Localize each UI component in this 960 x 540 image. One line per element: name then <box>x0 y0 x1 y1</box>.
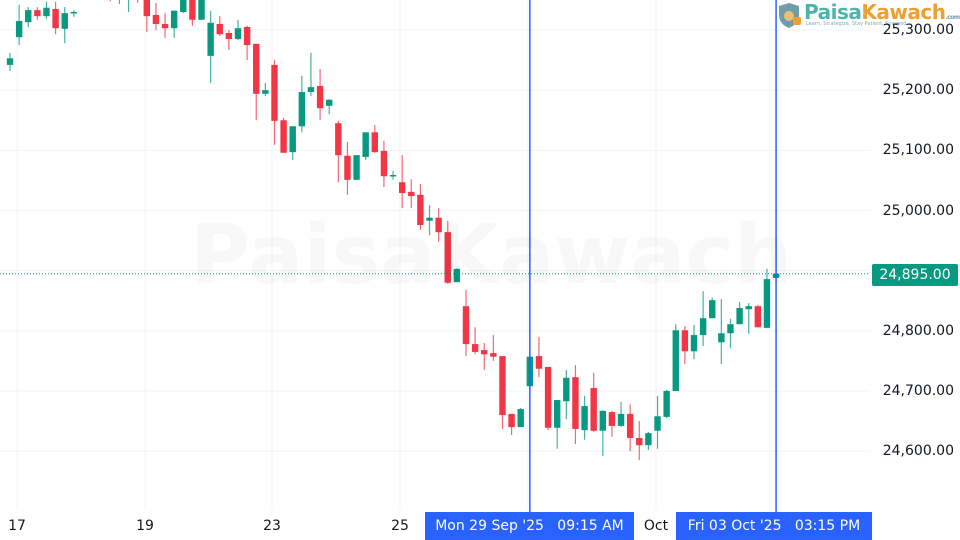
price-tick: 25,100.00 <box>882 142 954 159</box>
brand-logo: PaisaKawach.com Learn, Strategize, Stay … <box>778 0 960 30</box>
candle-up <box>672 330 679 392</box>
candle-down <box>681 330 689 352</box>
brand-name: PaisaKawach.com <box>804 0 960 24</box>
candle-down <box>371 132 378 153</box>
time-tick-23: 23 <box>263 518 281 534</box>
candle-up <box>736 307 743 325</box>
candle-down <box>34 10 41 17</box>
candle-up <box>663 391 670 417</box>
time-tick-oct: Oct <box>643 518 669 534</box>
candle-down <box>152 14 160 24</box>
time-tick-17: 17 <box>8 518 26 534</box>
candle-down <box>344 155 351 180</box>
shield-lock-icon <box>779 3 801 28</box>
candle-up <box>389 175 397 177</box>
candle-down <box>499 356 506 416</box>
candle-down <box>471 344 479 352</box>
candle-up <box>718 333 725 343</box>
candle-down <box>52 8 59 29</box>
price-tick: 25,200.00 <box>882 82 954 99</box>
candle-up <box>654 416 661 431</box>
candle-down <box>398 182 406 194</box>
candle-down <box>216 23 223 35</box>
crosshair-time-label-2: Fri 03 Oct '25 03:15 PM <box>676 512 872 540</box>
candle-up <box>426 217 433 221</box>
time-tick-25: 25 <box>391 518 409 534</box>
candle-up <box>581 406 588 431</box>
candle-up <box>699 318 707 336</box>
candle-down <box>626 413 634 438</box>
candle-up <box>745 306 752 310</box>
watermark: PaisaKawach <box>190 208 792 303</box>
candle-up <box>6 58 14 65</box>
candle-up <box>198 0 205 20</box>
candle-up <box>307 87 315 92</box>
price-tick: 24,800.00 <box>882 322 954 339</box>
candle-up <box>180 0 187 12</box>
candle-up <box>170 10 178 29</box>
candle-up <box>43 7 50 17</box>
candle-up <box>353 155 360 180</box>
candle-up <box>763 279 771 328</box>
candle-down <box>408 191 415 197</box>
crosshair-time-label-1: Mon 29 Sep '25 09:15 AM <box>425 512 634 540</box>
candle-down <box>535 356 543 369</box>
candle-up <box>61 13 68 29</box>
candle-down <box>508 413 515 428</box>
candle-up <box>207 22 214 56</box>
candle-down <box>572 377 579 429</box>
candle-up <box>298 91 306 127</box>
candle-up <box>554 400 561 428</box>
price-tick: 24,700.00 <box>882 383 954 400</box>
candle-down <box>335 123 342 156</box>
candle-up <box>517 409 524 428</box>
candle-down <box>636 437 643 446</box>
candle-down <box>608 412 616 426</box>
candle-up <box>645 433 652 446</box>
candle-down <box>481 350 488 355</box>
current-price-label: 24,895.00 <box>872 264 958 286</box>
candle-up <box>15 20 23 38</box>
candle-down <box>189 0 196 20</box>
candle-up <box>599 410 606 431</box>
candle-down <box>280 120 287 153</box>
candle-down <box>243 26 251 46</box>
candle-down <box>490 353 497 357</box>
candle-up <box>289 126 296 153</box>
candle-down <box>161 23 169 29</box>
candle-down <box>590 388 597 431</box>
candle-up <box>563 377 570 402</box>
price-tick: 25,300.00 <box>882 22 954 38</box>
candle-up <box>453 268 461 283</box>
price-tick: 25,000.00 <box>882 202 954 219</box>
candle-down <box>754 306 762 328</box>
candle-down <box>271 64 278 121</box>
candle-down <box>380 150 388 177</box>
candle-down <box>253 43 260 94</box>
candle-up <box>234 28 242 40</box>
candle-up <box>690 335 698 352</box>
candle-down <box>225 33 233 40</box>
candle-down <box>462 306 470 345</box>
candle-up <box>25 10 32 23</box>
candle-up <box>709 300 716 319</box>
brand-tagline: Learn, Strategize, Stay Patient, Succeed <box>806 21 907 27</box>
candle-down <box>544 366 552 428</box>
candle-up <box>262 90 269 94</box>
candle-up <box>70 11 78 14</box>
candle-down <box>444 232 451 283</box>
candle-up <box>617 413 625 426</box>
candle-up <box>727 324 734 334</box>
candle-down <box>417 194 424 225</box>
time-tick-19: 19 <box>136 518 154 534</box>
candle-up <box>362 132 369 157</box>
candle-down <box>316 85 324 109</box>
candle-down <box>435 217 442 233</box>
candle-down <box>143 0 150 17</box>
price-tick: 24,600.00 <box>882 443 954 460</box>
candle-up <box>326 99 333 106</box>
